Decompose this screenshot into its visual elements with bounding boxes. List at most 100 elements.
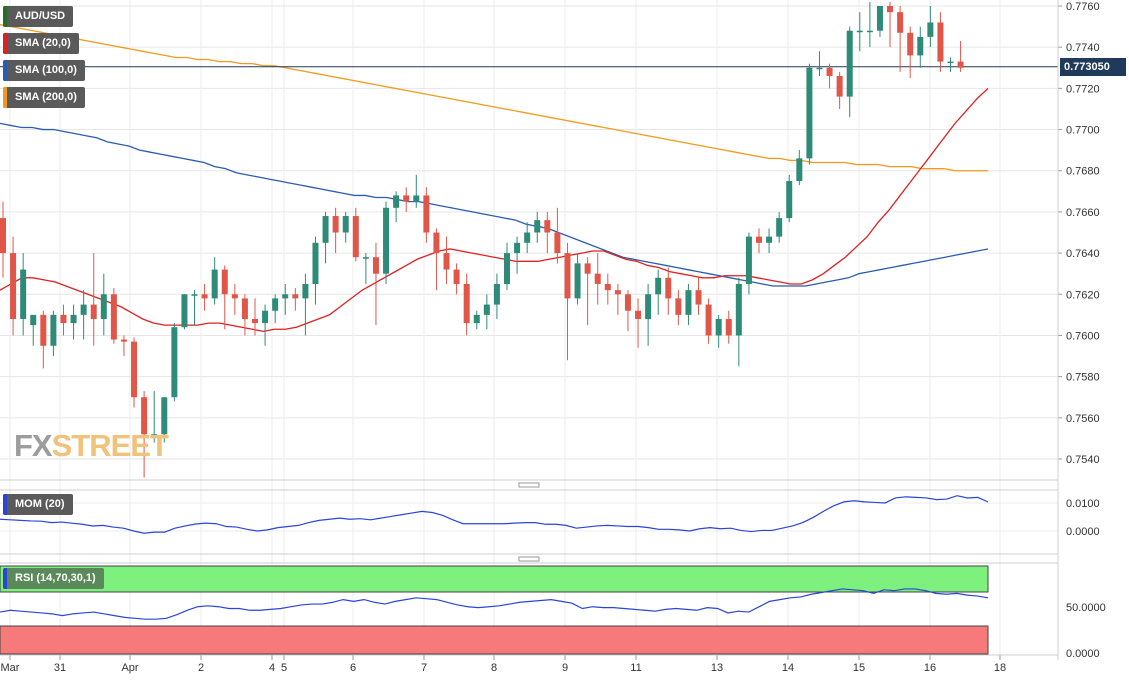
rsi-legend[interactable]: RSI (14,70,30,1) [3,568,104,589]
sma200-line [0,23,988,172]
rsi-panel: 50.0000 0.0000 [0,565,1106,660]
rsi-label: RSI (14,70,30,1) [15,572,96,584]
x-tick-label: 13 [711,662,723,674]
candle-body [786,181,793,219]
candle-body [60,314,67,324]
rsi-line [0,588,989,620]
current-price-tag: 0.773050 [1060,58,1126,76]
candle-body [403,195,410,202]
candle-body [725,318,732,336]
sma100-line [0,122,989,287]
candle-body [816,67,823,70]
candle-body [796,158,803,182]
candle-body [856,30,863,33]
price-tick-label: 0.7760 [1066,1,1100,13]
candle-body [836,76,843,97]
x-tick-label: 9 [562,662,568,674]
price-tick-label: 0.7600 [1066,330,1100,342]
resize-handle [518,556,540,562]
candle-body [302,283,309,299]
candle-body [372,257,379,274]
candle-body [120,339,127,342]
sma20-label: SMA (20,0) [15,37,71,49]
candle-body [30,314,37,326]
x-axis: Mar 31 Apr 2 4 5 6 7 8 9 11 13 14 15 16 18 [1,655,1006,674]
candle-body [866,30,873,33]
price-tick-label: 0.7680 [1066,166,1100,178]
sma100-legend[interactable]: SMA (100,0) [3,60,85,81]
candle-body [876,6,883,31]
candle-body [826,67,833,77]
candle-body [756,236,762,243]
sma100-label: SMA (100,0) [15,64,77,76]
sma20-legend[interactable]: SMA (20,0) [3,33,79,54]
candle-body [201,294,208,299]
rsi-color-marker [3,568,7,589]
symbol-label: AUD/USD [15,10,66,22]
candle-body [544,220,551,233]
x-tick-label: 31 [54,662,66,674]
sma20-line [0,87,989,332]
candle-body [322,216,329,243]
axis-labels: 0.7760 0.7740 0.7720 0.7700 0.7680 0.7660 0.76… [1058,1,1100,466]
x-tick-label: 16 [924,662,936,674]
x-tick-label: 4 [269,662,275,674]
resize-handle [518,482,540,488]
mom-tick-label: 0.0000 [1066,526,1100,538]
rsi-tick-label: 50.0000 [1066,602,1106,614]
candle-body [40,314,47,346]
candle-body [806,67,813,159]
candle-body [292,294,299,299]
sma20-color-marker [3,33,7,54]
candle-body [362,257,369,259]
candle-body [151,434,158,436]
x-tick-label: 14 [782,662,794,674]
candle-body [20,269,27,319]
rsi-oversold-zone [0,626,988,654]
candle-body [342,216,349,233]
mom-tick-label: 0.0100 [1066,498,1100,510]
candle-body [50,314,57,346]
rsi-oversold-border [0,625,989,655]
x-tick-label: 8 [491,662,497,674]
mom-panel: 0.0100 0.0000 [0,495,1100,538]
candle-body [453,269,460,284]
candle-body [383,207,390,274]
candle-body [614,290,621,295]
price-tick-label: 0.7560 [1066,413,1100,425]
candle-body [917,36,924,56]
fxstreet-logo: FXSTREET [14,428,169,463]
sma200-legend[interactable]: SMA (200,0) [3,87,85,108]
candle-body [504,253,510,284]
candle-body [252,318,258,324]
candle-body [352,216,359,258]
x-tick-label: 6 [350,662,356,674]
price-tick-label: 0.7720 [1066,83,1100,95]
mom-legend[interactable]: MOM (20) [3,494,73,515]
candle-body [423,195,430,233]
mom-line [0,495,989,534]
candle-body [766,236,773,243]
candle-body [947,61,954,64]
symbol-legend[interactable]: AUD/USD [3,6,74,27]
candle-body [443,253,450,270]
candle-body [745,236,752,284]
sma100-color-marker [3,60,7,81]
candle-body [584,263,591,274]
x-tick-label: 18 [994,662,1006,674]
candle-body [211,269,218,299]
x-tick-label: Apr [121,662,138,674]
candle-body [241,298,248,319]
candle-body [735,283,742,336]
price-tick-label: 0.7620 [1066,289,1100,301]
price-tick-label: 0.7580 [1066,372,1100,384]
candle-body [604,283,611,291]
candle-body [10,253,17,319]
candle-body [695,290,702,305]
candle-body [655,277,662,295]
candle-body [534,220,541,233]
candle-body [262,310,269,324]
candle-body [433,232,440,254]
candle-body [231,294,238,299]
